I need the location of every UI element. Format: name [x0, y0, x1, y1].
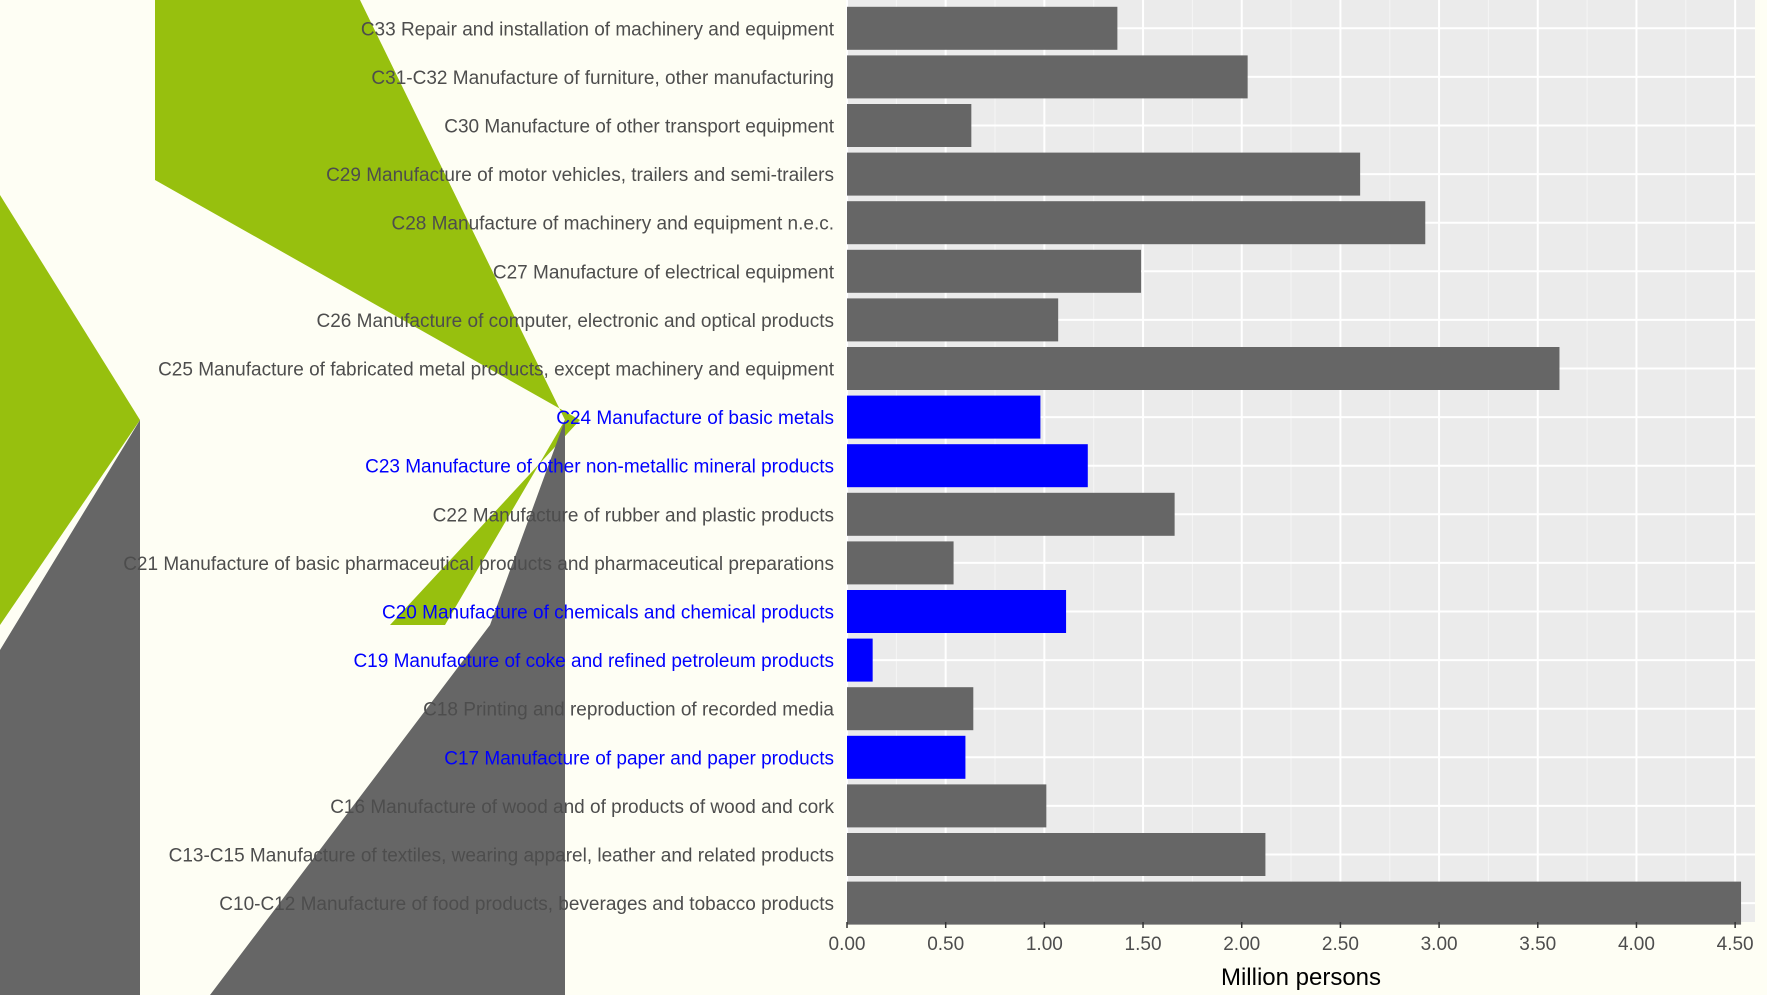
decorative-gray-chevron-front — [210, 420, 565, 995]
bar — [847, 55, 1248, 99]
bar — [847, 395, 1041, 439]
x-tick-label: 3.50 — [1519, 934, 1556, 955]
category-label: C17 Manufacture of paper and paper produ… — [444, 748, 834, 769]
x-tick-label: 1.50 — [1125, 934, 1162, 955]
bar — [847, 152, 1361, 196]
category-label: C33 Repair and installation of machinery… — [361, 19, 835, 40]
category-label: C21 Manufacture of basic pharmaceutical … — [123, 554, 834, 575]
x-tick-label: 2.50 — [1322, 934, 1359, 955]
bar — [847, 492, 1175, 536]
bar — [847, 735, 966, 779]
x-tick-label: 1.00 — [1026, 934, 1063, 955]
x-tick-label: 4.50 — [1717, 934, 1754, 955]
category-label: C18 Printing and reproduction of recorde… — [423, 700, 834, 721]
category-label: C24 Manufacture of basic metals — [556, 408, 834, 429]
category-label: C13-C15 Manufacture of textiles, wearing… — [169, 846, 834, 867]
bar — [847, 541, 954, 585]
category-label: C29 Manufacture of motor vehicles, trail… — [326, 165, 834, 186]
category-label: C23 Manufacture of other non-metallic mi… — [365, 457, 834, 478]
x-axis-ticks: 0.00 0.50 1.00 1.50 2.00 2.50 3.00 3.50 4.00 4.50 — [829, 922, 1754, 955]
bar — [847, 249, 1142, 293]
x-tick-label: 4.00 — [1618, 934, 1655, 955]
decorative-gray-chevron-back — [0, 420, 140, 995]
category-label: C31-C32 Manufacture of furniture, other … — [371, 68, 834, 89]
decorative-green-chevron-back — [0, 195, 140, 625]
decorative-green-chevron-front — [155, 0, 580, 625]
bar — [847, 104, 972, 147]
bar — [847, 444, 1088, 488]
category-label: C19 Manufacture of coke and refined petr… — [353, 651, 834, 672]
category-label: C16 Manufacture of wood and of products … — [330, 797, 834, 818]
bar — [847, 881, 1742, 925]
bar — [847, 298, 1059, 342]
x-tick-label: 0.00 — [829, 934, 866, 955]
x-tick-label: 3.00 — [1421, 934, 1458, 955]
category-label: C30 Manufacture of other transport equip… — [444, 117, 834, 138]
bar — [847, 6, 1118, 50]
bar — [847, 833, 1266, 876]
category-label: C26 Manufacture of computer, electronic … — [316, 311, 834, 332]
bar — [847, 347, 1560, 390]
bar — [847, 687, 974, 731]
x-axis-title: Million persons — [1221, 964, 1381, 991]
category-label: C27 Manufacture of electrical equipment — [493, 262, 835, 283]
category-label: C22 Manufacture of rubber and plastic pr… — [433, 505, 834, 526]
category-label: C25 Manufacture of fabricated metal prod… — [158, 360, 835, 381]
category-label: C28 Manufacture of machinery and equipme… — [391, 214, 834, 235]
category-label: C10-C12 Manufacture of food products, be… — [219, 894, 834, 915]
category-label: C20 Manufacture of chemicals and chemica… — [382, 603, 834, 624]
bars — [847, 6, 1742, 925]
x-tick-label: 2.00 — [1223, 934, 1260, 955]
bar — [847, 638, 873, 682]
bar — [847, 784, 1047, 828]
bar — [847, 201, 1426, 245]
category-labels: C33 Repair and installation of machinery… — [123, 19, 835, 915]
bar — [847, 590, 1067, 633]
x-tick-label: 0.50 — [927, 934, 964, 955]
